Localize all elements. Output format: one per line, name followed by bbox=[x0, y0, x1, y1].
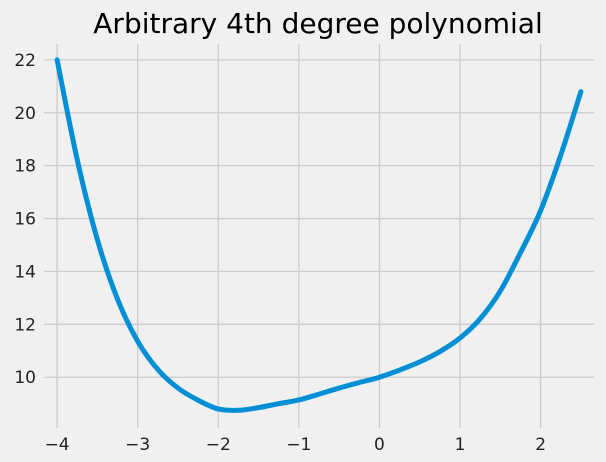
y-tick-label: 16 bbox=[14, 210, 36, 230]
x-tick-label: −2 bbox=[206, 435, 231, 455]
y-tick-label: 14 bbox=[14, 262, 36, 282]
y-tick-label: 18 bbox=[14, 157, 36, 177]
chart-title: Arbitrary 4th degree polynomial bbox=[93, 7, 542, 40]
series-line bbox=[54, 57, 584, 413]
y-axis-tick-labels: 10 12 14 16 18 20 22 bbox=[14, 51, 36, 388]
series-layer bbox=[54, 57, 584, 413]
y-tick-label: 10 bbox=[14, 368, 36, 388]
y-tick-label: 12 bbox=[14, 315, 36, 335]
x-tick-label: 0 bbox=[374, 435, 385, 455]
x-tick-label: 2 bbox=[535, 435, 546, 455]
y-tick-label: 22 bbox=[14, 51, 36, 71]
grid bbox=[44, 44, 594, 428]
x-tick-label: −4 bbox=[45, 435, 70, 455]
y-tick-label: 20 bbox=[14, 104, 36, 124]
x-tick-label: −1 bbox=[286, 435, 311, 455]
x-tick-label: −3 bbox=[125, 435, 150, 455]
x-tick-label: 1 bbox=[455, 435, 466, 455]
x-axis-tick-labels: −4 −3 −2 −1 0 1 2 bbox=[45, 435, 546, 455]
